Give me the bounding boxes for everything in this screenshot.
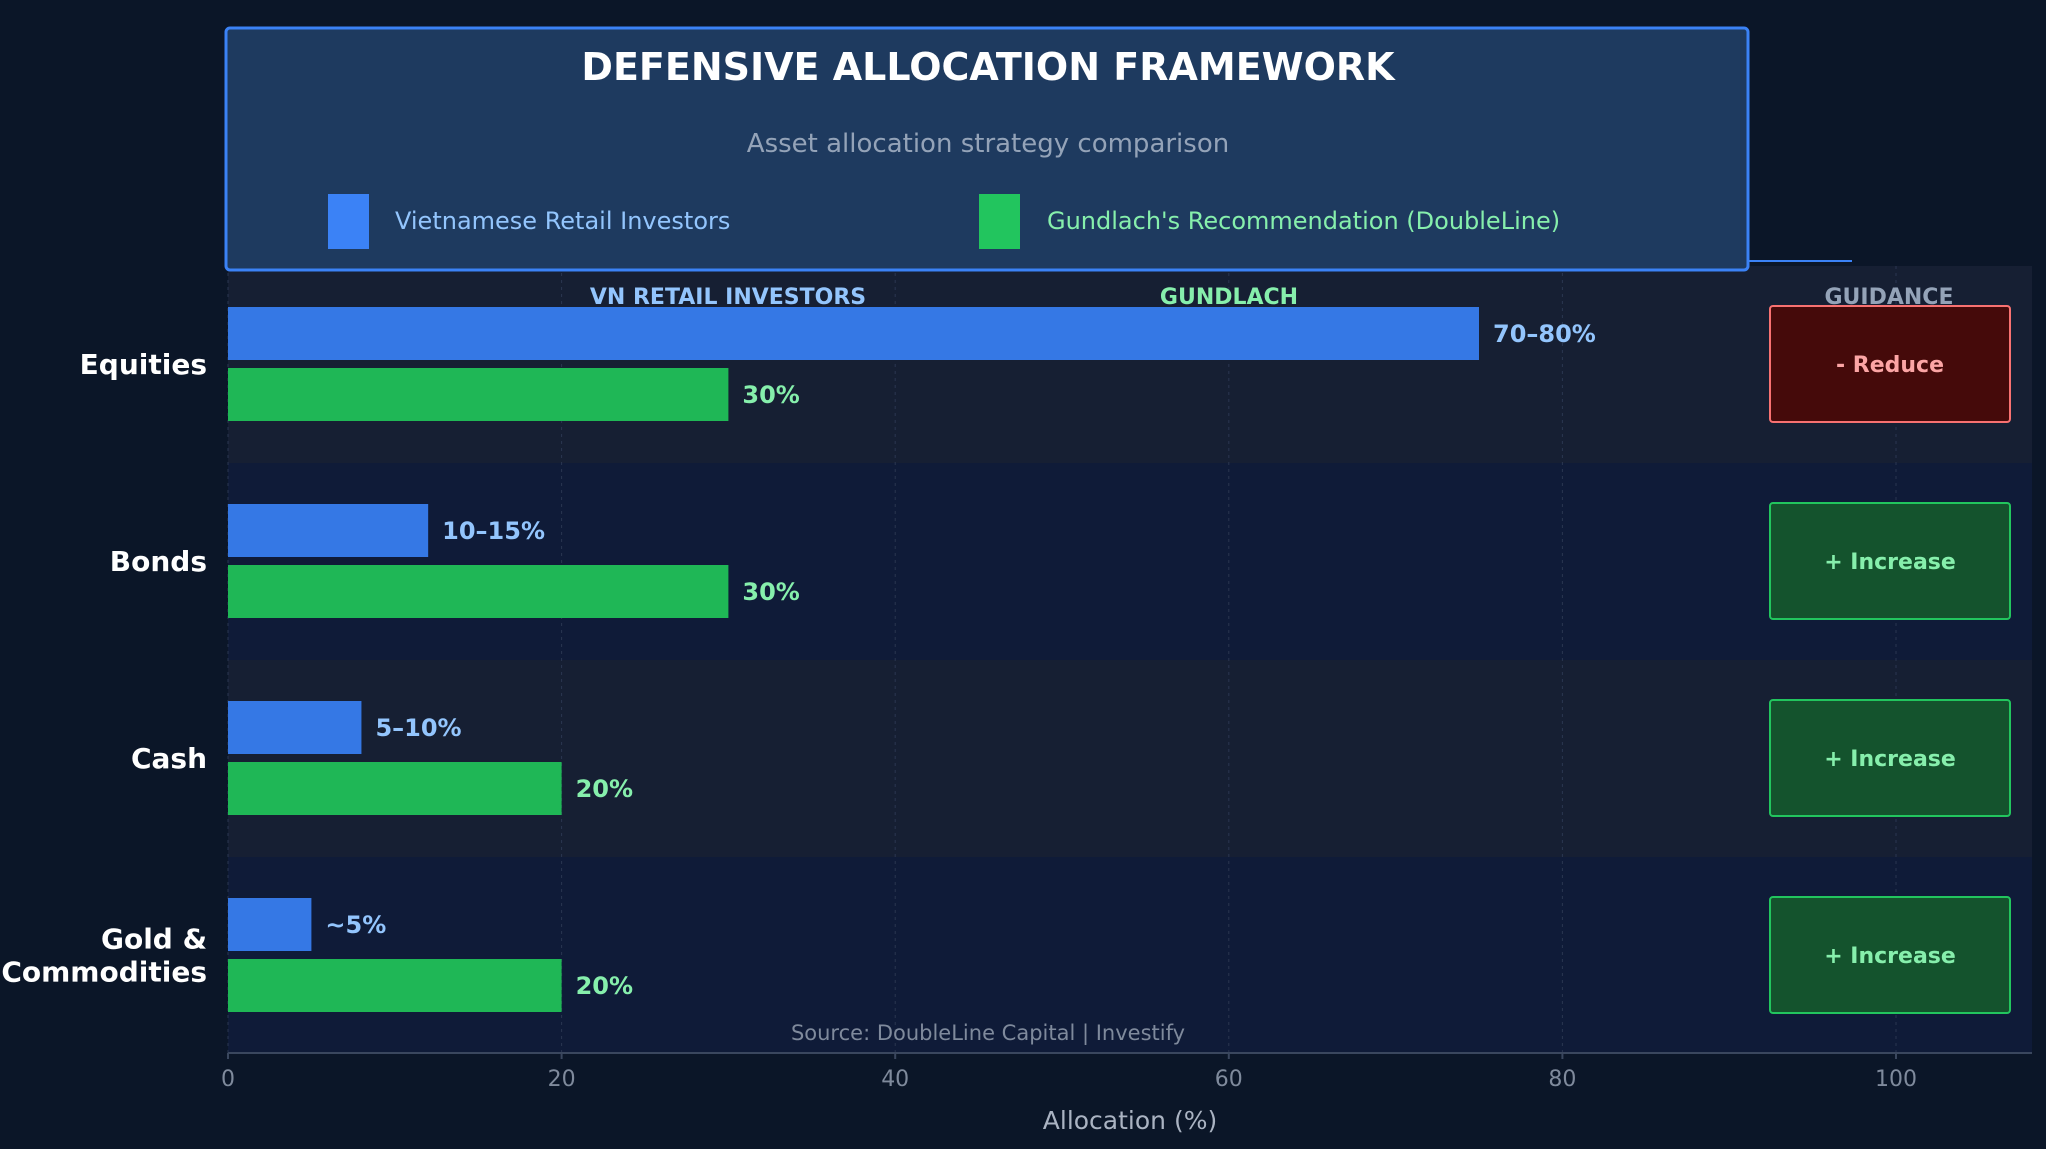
bar-gold-and-commodities-retail xyxy=(228,898,312,951)
bar-gold-and-commodities-gundlach xyxy=(228,959,562,1012)
legend-label-gundlach: Gundlach's Recommendation (DoubleLine) xyxy=(1047,207,1560,235)
guidance-box-gold-and-commodities xyxy=(1769,896,2011,1014)
chart-subtitle: Asset allocation strategy comparison xyxy=(747,129,1229,159)
column-header-gundlach: GUNDLACH xyxy=(1160,285,1298,310)
value-label-gold-and-commodities-gundlach: 20% xyxy=(576,972,633,1000)
guidance-box-equities xyxy=(1769,305,2011,423)
row-band-cash xyxy=(228,660,2032,857)
bar-bonds-gundlach xyxy=(228,565,729,618)
x-tick-label-0: 0 xyxy=(221,1067,235,1092)
guidance-label-gold-and-commodities: + Increase xyxy=(1824,944,1956,969)
guidance-box-bonds xyxy=(1769,502,2011,620)
x-tick-label-20: 20 xyxy=(548,1067,576,1092)
row-band-equities xyxy=(228,266,2032,463)
header-panel xyxy=(224,26,1750,272)
x-tick-label-40: 40 xyxy=(881,1067,909,1092)
value-label-equities-retail: 70–80% xyxy=(1493,320,1596,348)
legend-swatch-retail xyxy=(328,194,369,249)
legend-swatch-gundlach xyxy=(979,194,1020,249)
category-label-bonds: Bonds xyxy=(110,545,207,578)
value-label-bonds-gundlach: 30% xyxy=(742,578,799,606)
bar-cash-gundlach xyxy=(228,762,562,815)
bar-equities-gundlach xyxy=(228,368,729,421)
bar-bonds-retail xyxy=(228,504,429,557)
x-axis-label: Allocation (%) xyxy=(1043,1106,1217,1135)
x-tick-label-100: 100 xyxy=(1875,1067,1917,1092)
guidance-label-bonds: + Increase xyxy=(1824,550,1956,575)
chart-title: DEFENSIVE ALLOCATION FRAMEWORK xyxy=(581,45,1396,89)
value-label-cash-gundlach: 20% xyxy=(576,775,633,803)
guidance-label-equities: - Reduce xyxy=(1836,353,1944,378)
grid-lines xyxy=(227,266,1897,1053)
value-label-equities-gundlach: 30% xyxy=(742,381,799,409)
value-label-gold-and-commodities-retail: ~5% xyxy=(325,911,386,939)
category-label-gold-and-commodities: Gold & Commodities xyxy=(1,923,207,989)
row-band-bonds xyxy=(228,463,2032,660)
guidance-box-cash xyxy=(1769,699,2011,817)
legend-label-retail: Vietnamese Retail Investors xyxy=(395,207,730,235)
guidance-label-cash: + Increase xyxy=(1824,747,1956,772)
bar-equities-retail xyxy=(228,307,1479,360)
category-label-equities: Equities xyxy=(80,348,207,381)
legend: Vietnamese Retail Investors Gundlach's R… xyxy=(328,194,1560,249)
value-label-bonds-retail: 10–15% xyxy=(442,517,545,545)
row-band-gold-and-commodities xyxy=(228,857,2032,1054)
source-note: Source: DoubleLine Capital | Investify xyxy=(791,1021,1185,1046)
category-label-cash: Cash xyxy=(131,742,207,775)
value-label-cash-retail: 5–10% xyxy=(375,714,461,742)
column-header-retail: VN RETAIL INVESTORS xyxy=(590,285,866,310)
bar-cash-retail xyxy=(228,701,362,754)
x-tick-label-60: 60 xyxy=(1215,1067,1243,1092)
x-tick-label-80: 80 xyxy=(1548,1067,1576,1092)
